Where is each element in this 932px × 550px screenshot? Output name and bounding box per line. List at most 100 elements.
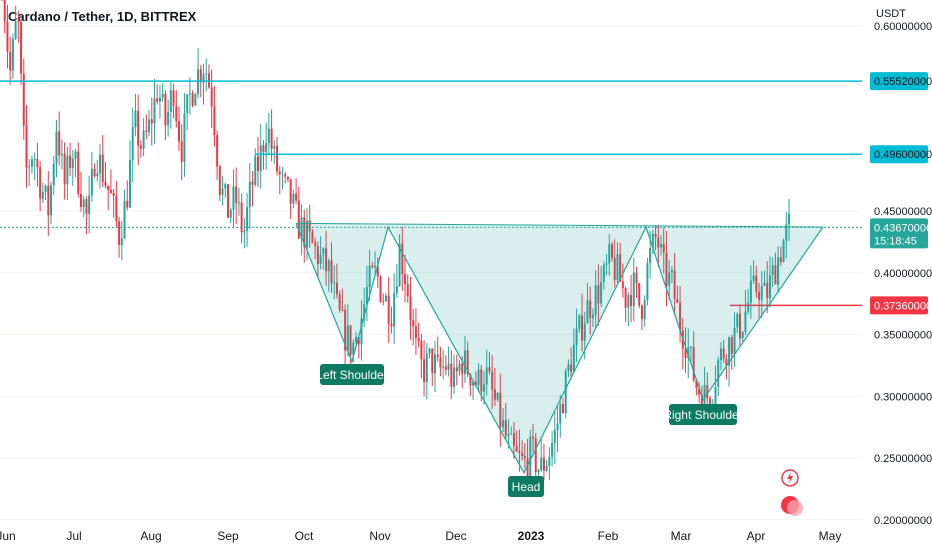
candle-body (752, 275, 755, 281)
candle-body (766, 282, 769, 299)
candle-body (431, 348, 434, 374)
candle-body (227, 184, 230, 218)
candle-body (314, 242, 317, 247)
candle-body (150, 119, 153, 124)
x-tick-label: Dec (445, 529, 466, 543)
candle-body (401, 243, 404, 275)
candle-body (384, 295, 387, 302)
x-tick-label: Nov (369, 529, 390, 543)
levels (0, 80, 862, 307)
candle-body (60, 153, 63, 156)
candle-body (278, 171, 281, 175)
candle-body (357, 336, 360, 345)
candle-body (706, 385, 709, 399)
candle-body (390, 323, 393, 327)
candle-body (112, 193, 115, 197)
y-axis: 0.20000000 0.25000000 0.30000000 0.35000000… (874, 21, 932, 527)
candle-body (627, 295, 630, 308)
candle-body (213, 106, 216, 136)
candle-body (322, 248, 325, 255)
candle-body (319, 254, 322, 264)
candle-body (488, 367, 491, 372)
candle-body (425, 353, 428, 382)
candle-body (126, 200, 129, 208)
candle-body (657, 237, 660, 248)
candle-body (363, 303, 366, 319)
candle-body (507, 434, 510, 436)
candle-body (74, 151, 77, 159)
candle-body (529, 436, 532, 477)
candle-body (175, 106, 178, 122)
candle-body (665, 252, 668, 286)
level-badge (870, 145, 928, 164)
candle-body (218, 166, 221, 195)
candle-body (545, 466, 548, 471)
flag-icon-overlay (787, 500, 803, 516)
x-tick-label: May (819, 529, 842, 543)
candle-body (107, 185, 110, 190)
candle-body (308, 220, 311, 232)
candle-body (660, 243, 663, 248)
badges: 0.55520000 0.49600000 0.37360000 0.43670006… (870, 72, 932, 315)
candle-body (523, 455, 526, 459)
candle-body (79, 193, 82, 207)
candle-body (199, 69, 202, 83)
candle-body (602, 264, 605, 283)
candle-body (779, 257, 782, 263)
candle-body (20, 22, 23, 74)
candle-body (216, 135, 219, 167)
candle-body (600, 282, 603, 304)
candle-body (262, 145, 265, 153)
y-tick-label: 0.60000000 (874, 21, 932, 33)
x-tick-label: Sep (217, 529, 239, 543)
x-tick-label: Feb (598, 529, 619, 543)
candle-body (499, 392, 502, 427)
x-axis: Jun Jul Aug Sep Oct Nov Dec 2023 Feb Mar Apr May (0, 529, 841, 543)
candle-body (485, 367, 488, 385)
candle-body (436, 354, 439, 357)
x-tick-label: Jun (0, 529, 16, 543)
candle-body (572, 344, 575, 372)
candle-body (292, 193, 295, 204)
candle-body (66, 155, 69, 185)
candle-body (398, 243, 401, 287)
candle-body (22, 73, 25, 126)
candle-body (325, 248, 328, 272)
candle-body (180, 141, 183, 162)
candle-body (483, 384, 486, 392)
candle-body (480, 369, 483, 392)
candle-body (229, 209, 232, 218)
candle-body (376, 265, 379, 277)
candle-body (281, 174, 284, 176)
candle-body (145, 130, 148, 132)
candle-body (224, 184, 227, 189)
candles (1, 0, 790, 493)
candle-body (365, 287, 368, 304)
candle-body (167, 111, 170, 126)
candle-body (36, 159, 39, 168)
candle-body (733, 327, 736, 355)
candle-body (99, 154, 102, 174)
candle-body (738, 313, 741, 339)
candle-body (758, 291, 761, 301)
candle-body (423, 359, 426, 382)
candle-body (104, 181, 107, 186)
candle-body (14, 21, 17, 39)
candle-body (512, 433, 515, 446)
candle-body (542, 457, 545, 471)
candle-body (115, 196, 118, 222)
candle-body (591, 314, 594, 319)
candle-body (77, 151, 80, 194)
candle-body (69, 155, 72, 169)
candle-body (504, 420, 507, 436)
candle-body (137, 110, 140, 146)
candle-body (6, 21, 9, 52)
candle-body (477, 369, 480, 386)
candle-body (352, 342, 355, 355)
candle-body (526, 458, 529, 477)
candle-body (148, 119, 151, 132)
candle-body (232, 186, 235, 210)
y-tick-label: 0.25000000 (874, 453, 932, 465)
candle-body (532, 436, 535, 439)
